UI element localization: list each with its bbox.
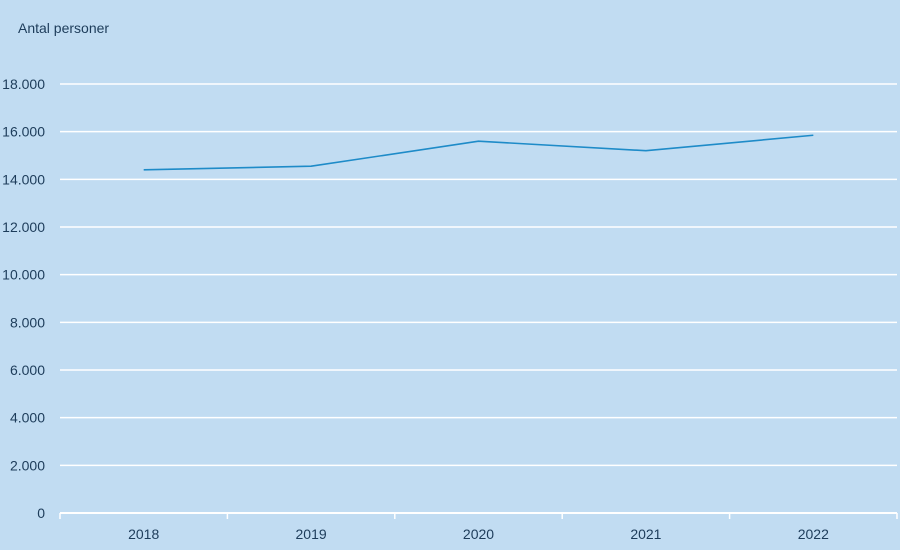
- y-tick-label: 14.000: [2, 171, 45, 187]
- y-tick-label: 4.000: [10, 410, 45, 426]
- y-tick-label: 16.000: [2, 124, 45, 140]
- y-tick-label: 10.000: [2, 267, 45, 283]
- x-tick-label: 2019: [296, 526, 327, 542]
- x-tick-label: 2021: [630, 526, 661, 542]
- y-tick-label: 0: [37, 505, 45, 521]
- y-axis-label: Antal personer: [18, 20, 110, 36]
- series-layer: [143, 134, 814, 171]
- y-tick-label: 8.000: [10, 314, 45, 330]
- tick-labels: 0 2.000 4.000 6.000 8.000 10.000 12.000 14.000 1…: [2, 76, 829, 542]
- grid-layer: [60, 83, 897, 514]
- axis-layer: [59, 513, 898, 519]
- x-tick-label: 2020: [463, 526, 494, 542]
- x-tick-label: 2018: [128, 526, 159, 542]
- y-tick-label: 6.000: [10, 362, 45, 378]
- series-line-0: [143, 134, 814, 171]
- y-tick-label: 12.000: [2, 219, 45, 235]
- y-tick-label: 2.000: [10, 457, 45, 473]
- y-tick-label: 18.000: [2, 76, 45, 92]
- x-tick-label: 2022: [798, 526, 829, 542]
